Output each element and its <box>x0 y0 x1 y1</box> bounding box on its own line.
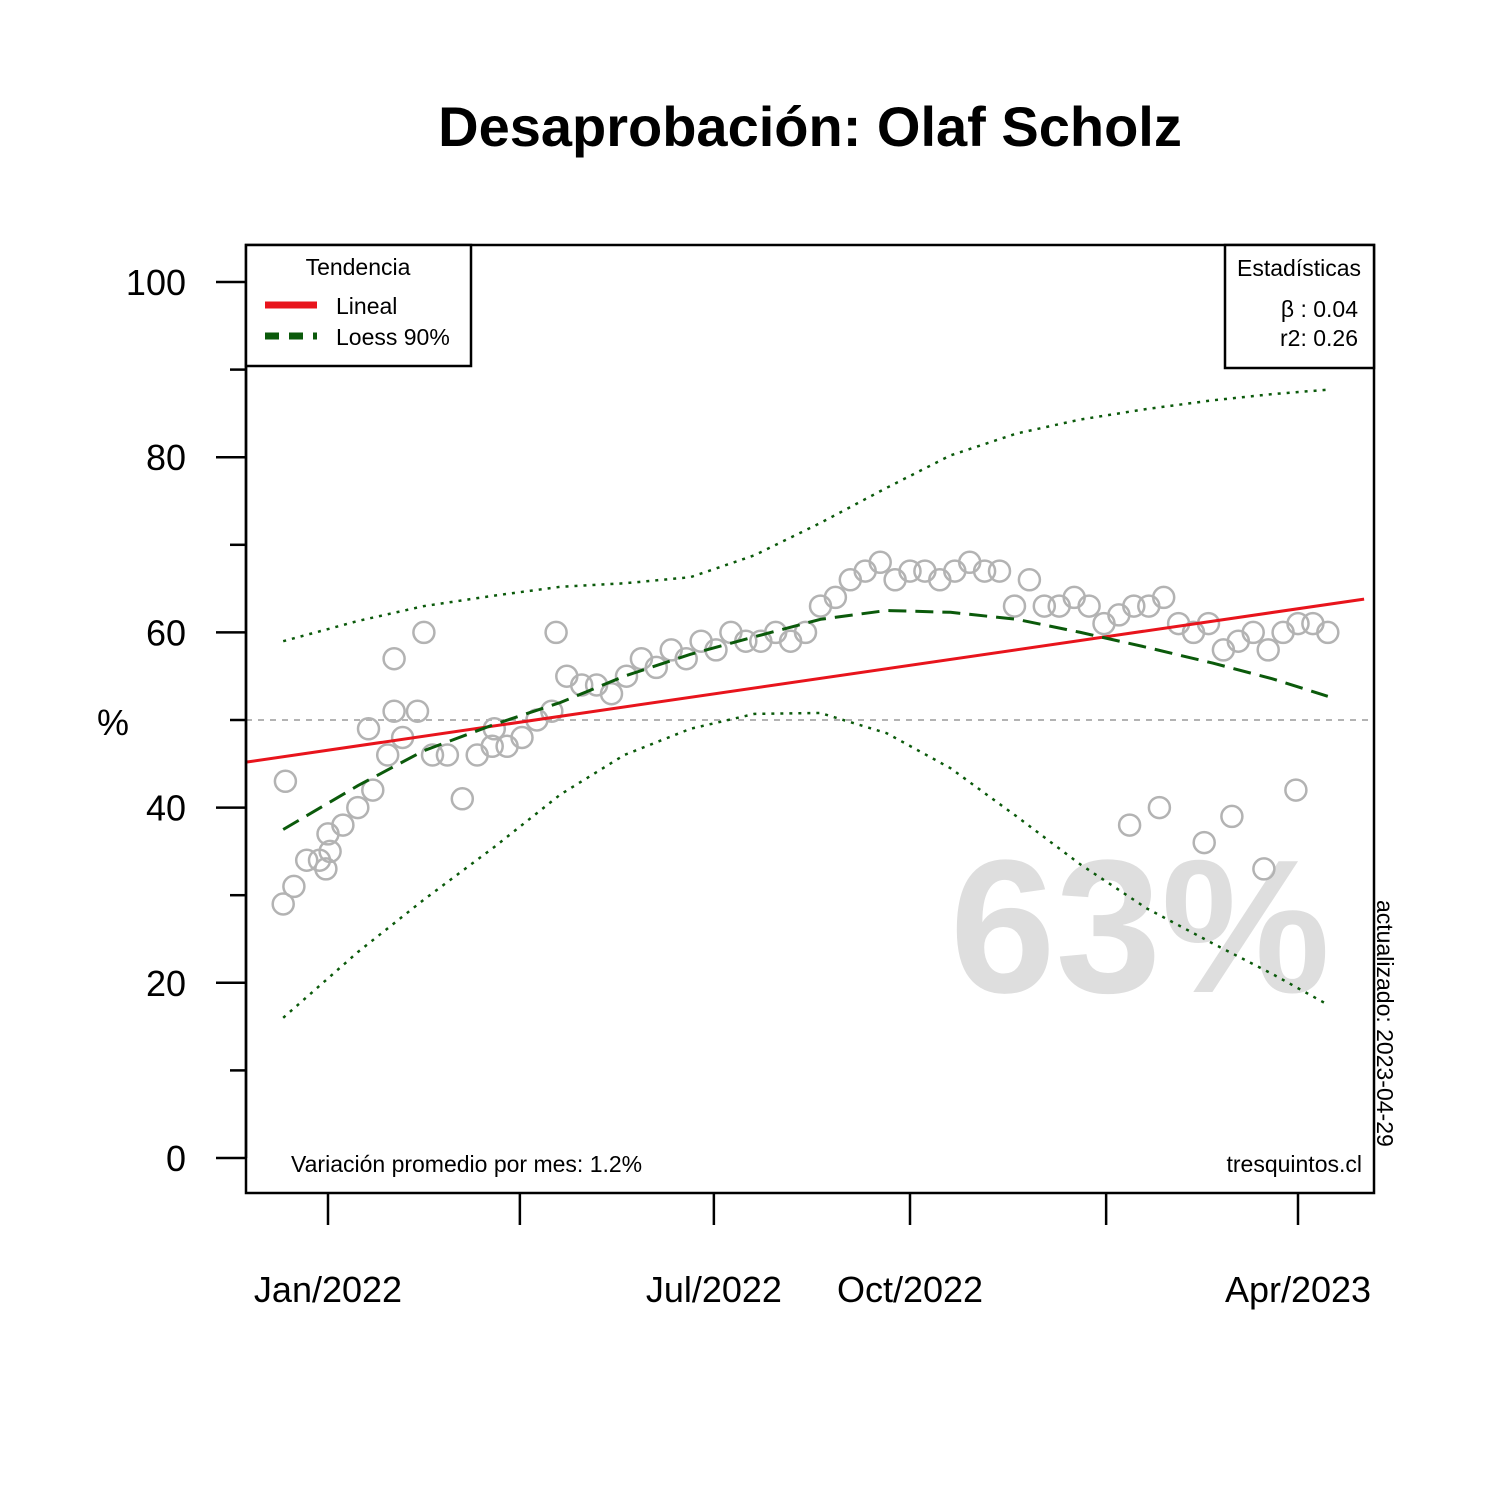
data-point <box>356 717 381 741</box>
linear-trend-line <box>246 597 1365 764</box>
data-point <box>375 743 400 767</box>
data-point <box>273 769 298 794</box>
data-point <box>644 655 669 680</box>
data-point <box>412 620 436 645</box>
data-point <box>1151 585 1176 610</box>
y-tick-label: 60 <box>146 612 186 653</box>
data-points <box>271 550 1340 916</box>
y-tick-label: 100 <box>126 262 186 303</box>
data-point <box>868 550 892 575</box>
data-point <box>1192 830 1216 855</box>
data-point <box>382 646 406 671</box>
data-point <box>674 646 698 671</box>
data-point <box>420 743 445 767</box>
data-point <box>271 892 295 916</box>
data-point <box>435 743 460 767</box>
y-axis: 0 20 40 60 80 100 <box>126 262 248 1179</box>
data-point <box>346 795 370 820</box>
data-point <box>314 857 338 881</box>
data-point <box>1241 620 1265 645</box>
data-point <box>361 778 385 802</box>
x-tick-label: Oct/2022 <box>837 1269 983 1310</box>
data-point <box>1122 594 1146 618</box>
data-point <box>1252 857 1276 881</box>
x-axis: Jan/2022 Jul/2022 Oct/2022 Apr/2023 <box>254 1193 1371 1310</box>
footer-source: tresquintos.cl <box>1226 1151 1362 1177</box>
x-tick-label: Jul/2022 <box>646 1269 782 1310</box>
data-point <box>331 813 355 837</box>
data-point <box>405 699 430 723</box>
data-point <box>1077 594 1101 618</box>
chart-title: Desaprobación: Olaf Scholz <box>438 95 1182 158</box>
data-point <box>544 620 568 645</box>
data-point <box>1286 611 1310 636</box>
data-point <box>1147 795 1172 820</box>
y-axis-label: % <box>97 702 129 743</box>
data-point <box>540 699 564 723</box>
legend-stats-box <box>1223 243 1376 370</box>
legend-stats-beta: β : 0.04 <box>1281 296 1358 322</box>
data-point <box>599 681 624 706</box>
data-point <box>1017 568 1042 592</box>
legend-label-loess: Loess 90% <box>336 324 450 350</box>
x-tick-label: Jan/2022 <box>254 1269 402 1310</box>
legend-label-lineal: Lineal <box>336 293 397 319</box>
footer-variation: Variación promedio por mes: 1.2% <box>291 1151 642 1177</box>
data-point <box>569 673 594 697</box>
legend-trend-box <box>244 243 473 368</box>
data-point <box>987 559 1012 583</box>
data-point <box>1316 620 1340 645</box>
data-point <box>1256 638 1280 662</box>
data-point <box>1032 594 1057 618</box>
x-tick-label: Apr/2023 <box>1225 1269 1371 1310</box>
data-point <box>898 559 922 583</box>
trend-lines <box>246 597 1365 831</box>
data-point <box>480 734 504 759</box>
data-point <box>382 699 406 723</box>
data-point <box>972 559 997 583</box>
plot-frame <box>244 243 1376 1195</box>
legend-stats-r2: r2: 0.26 <box>1280 325 1358 351</box>
legend-trend-title: Tendencia <box>306 254 411 280</box>
y-tick-label: 40 <box>146 788 186 829</box>
data-point <box>510 725 534 750</box>
data-point <box>823 585 848 610</box>
updated-date: actualizado: 2023-04-29 <box>1372 900 1398 1147</box>
data-point <box>450 787 475 811</box>
data-point <box>1117 813 1142 837</box>
loess-trend-line <box>282 608 1329 831</box>
data-point <box>614 664 639 688</box>
y-tick-label: 80 <box>146 437 186 478</box>
data-point <box>1002 594 1027 618</box>
legend-stats: Estadísticas β : 0.04 r2: 0.26 <box>1223 243 1376 370</box>
data-point <box>793 620 818 645</box>
data-point <box>318 839 342 864</box>
data-point <box>294 848 319 872</box>
data-point <box>1284 778 1308 802</box>
y-tick-label: 20 <box>146 963 186 1004</box>
y-tick-label: 0 <box>166 1138 186 1179</box>
data-point <box>282 874 306 899</box>
legend-trend: Tendencia Lineal Loess 90% <box>244 243 473 368</box>
data-point <box>1220 804 1244 829</box>
big-value-watermark: 63% <box>950 821 1330 1033</box>
legend-stats-title: Estadísticas <box>1237 255 1361 281</box>
